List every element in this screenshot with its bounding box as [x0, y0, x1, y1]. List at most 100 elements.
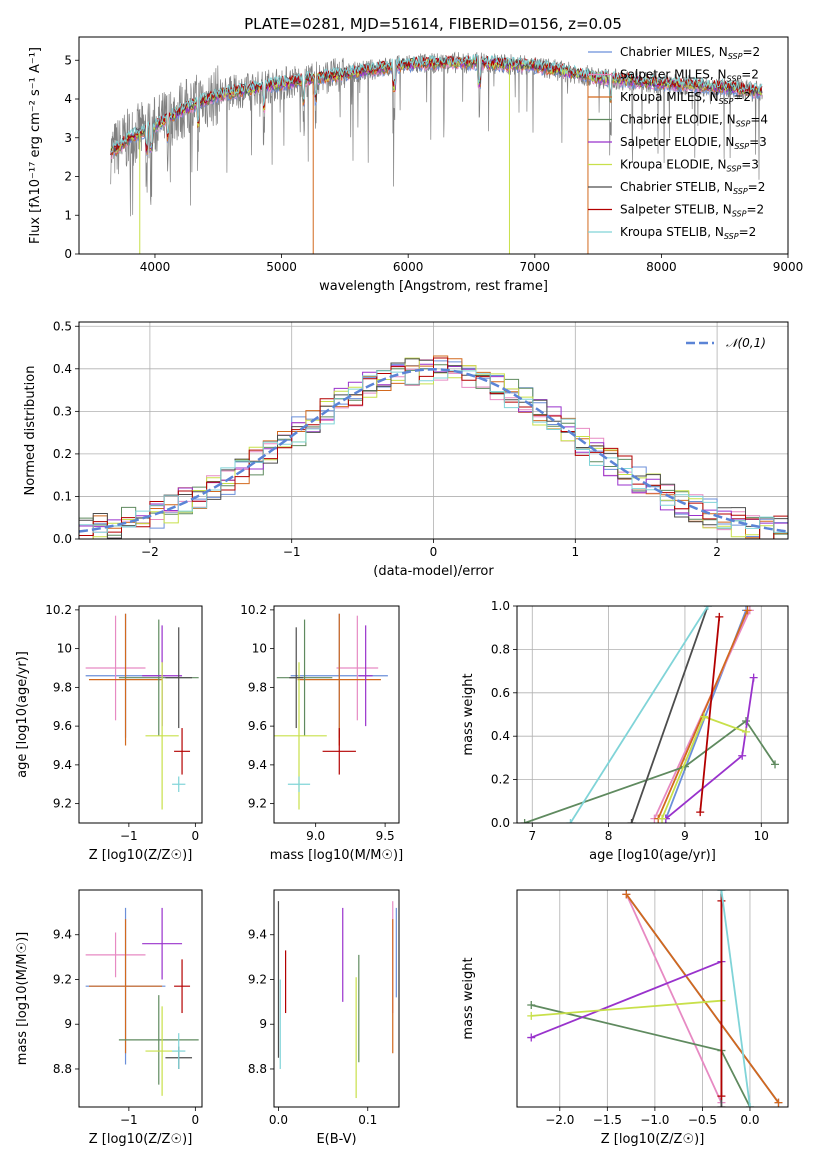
y-tick-label: 0.2	[491, 773, 510, 787]
y-tick-label: 10.2	[45, 603, 72, 617]
legend-label: Salpeter STELIB, NSSP=2	[620, 203, 764, 219]
y-tick-label: 0.3	[53, 404, 72, 418]
weight-line	[630, 606, 709, 823]
y-tick-label: 1	[64, 208, 72, 222]
weight-marker	[774, 1098, 783, 1107]
y-tick-label: 3	[64, 131, 72, 145]
y-tick-label: 0.4	[491, 729, 510, 743]
weight-marker	[696, 808, 705, 817]
y-tick-label: 0.4	[53, 362, 72, 376]
x-tick-label: 0	[192, 1113, 200, 1127]
weight-marker	[717, 1103, 726, 1107]
weight-marker	[749, 673, 758, 682]
axes-frame	[78, 605, 203, 824]
legend-label: Chabrier ELODIE, NSSP=4	[620, 113, 768, 129]
x-tick-label: 9000	[773, 260, 804, 274]
x-tick-label: 4000	[140, 260, 171, 274]
axes-frame	[516, 889, 789, 1108]
weight-marker	[703, 606, 712, 610]
x-tick-label: 7	[528, 829, 536, 843]
x-axis-label: Z [log10(Z/Z☉)]	[601, 1132, 705, 1147]
y-tick-label: 0	[64, 247, 72, 261]
legend-label: Salpeter ELODIE, NSSP=3	[620, 135, 767, 151]
y-axis-label: mass weight	[461, 673, 476, 755]
y-tick-label: 9.2	[53, 972, 72, 986]
x-tick-label: −1	[120, 1113, 138, 1127]
legend-label: Kroupa STELIB, NSSP=2	[620, 225, 756, 241]
weight-line	[699, 616, 721, 813]
y-axis-label: age [log10(age/yr)]	[15, 651, 30, 778]
y-tick-label: 9	[259, 1017, 267, 1031]
y-tick-label: 0.2	[53, 447, 72, 461]
weight-marker	[717, 890, 726, 894]
x-tick-label: 9	[681, 829, 689, 843]
weight-line	[657, 609, 749, 820]
weight-line	[720, 890, 751, 1107]
weight-marker	[745, 1103, 754, 1107]
x-axis-label: wavelength [Angstrom, rest frame]	[319, 279, 548, 294]
y-tick-label: 2	[64, 170, 72, 184]
y-axis-label: mass weight	[461, 957, 476, 1039]
axes-frame	[273, 889, 400, 1108]
plot-area	[110, 51, 763, 254]
weight-marker	[527, 1011, 536, 1020]
x-tick-label: 0.1	[358, 1113, 377, 1127]
y-tick-label: 9.6	[248, 719, 267, 733]
x-axis-label: E(B-V)	[316, 1132, 356, 1147]
histogram-step	[79, 370, 788, 533]
weight-marker	[622, 890, 631, 899]
y-tick-label: 9	[64, 1017, 72, 1031]
weight-marker	[717, 1092, 726, 1101]
legend-label: Kroupa ELODIE, NSSP=3	[620, 158, 759, 174]
y-tick-label: 8.8	[248, 1062, 267, 1076]
weight-line	[625, 893, 723, 1104]
normal-reference-curve	[79, 368, 788, 533]
weight-line	[531, 999, 722, 1017]
weight-marker	[658, 814, 667, 823]
x-tick-label: 9.5	[376, 829, 395, 843]
y-tick-label: 10	[57, 642, 72, 656]
x-tick-label: 2	[713, 545, 721, 559]
y-tick-label: 4	[64, 92, 72, 106]
plot-area	[79, 355, 788, 539]
x-axis-label: Z [log10(Z/Z☉)]	[89, 848, 193, 863]
weight-marker	[527, 1001, 536, 1010]
y-tick-label: 1.0	[491, 599, 510, 613]
legend-label: Chabrier MILES, NSSP=2	[620, 45, 760, 61]
axes-frame	[78, 321, 789, 540]
weight-line	[625, 893, 780, 1104]
y-axis-label: mass [log10(M/M☉)]	[15, 932, 30, 1065]
weight-marker	[717, 896, 726, 905]
weight-marker	[520, 819, 529, 823]
x-tick-label: 8	[605, 829, 613, 843]
plot-area	[277, 901, 397, 1099]
y-tick-label: 9.4	[248, 928, 267, 942]
weight-marker	[527, 1033, 536, 1042]
y-tick-label: 5	[64, 53, 72, 67]
weight-line	[569, 606, 709, 823]
weight-line	[530, 960, 722, 1039]
histogram-step	[79, 357, 788, 539]
x-tick-label: 9.0	[306, 829, 325, 843]
chart-panels: 4000 5000 6000 7000 8000 9000012345wavelength…	[15, 36, 804, 1147]
y-tick-label: 9.8	[248, 680, 267, 694]
x-tick-label: 0	[430, 545, 438, 559]
y-tick-label: 9.4	[53, 928, 72, 942]
plot-area	[274, 613, 388, 810]
y-tick-label: 9.2	[248, 972, 267, 986]
weight-marker	[743, 606, 752, 615]
weight-marker	[700, 712, 709, 721]
y-tick-label: 0.0	[491, 816, 510, 830]
y-tick-label: 9.6	[53, 719, 72, 733]
weight-marker	[738, 751, 747, 760]
y-tick-label: 0.1	[53, 489, 72, 503]
y-tick-label: 9.8	[53, 680, 72, 694]
x-axis-label: Z [log10(Z/Z☉)]	[89, 1132, 193, 1147]
model-spectrum-line	[110, 53, 763, 154]
x-tick-label: 0.0	[740, 1113, 759, 1127]
y-tick-label: 0.5	[53, 319, 72, 333]
y-axis-label: Flux [fλ10⁻¹⁷ erg cm⁻² s⁻¹ A⁻¹]	[28, 47, 43, 244]
weight-marker	[742, 727, 751, 736]
y-tick-label: 0.0	[53, 532, 72, 546]
